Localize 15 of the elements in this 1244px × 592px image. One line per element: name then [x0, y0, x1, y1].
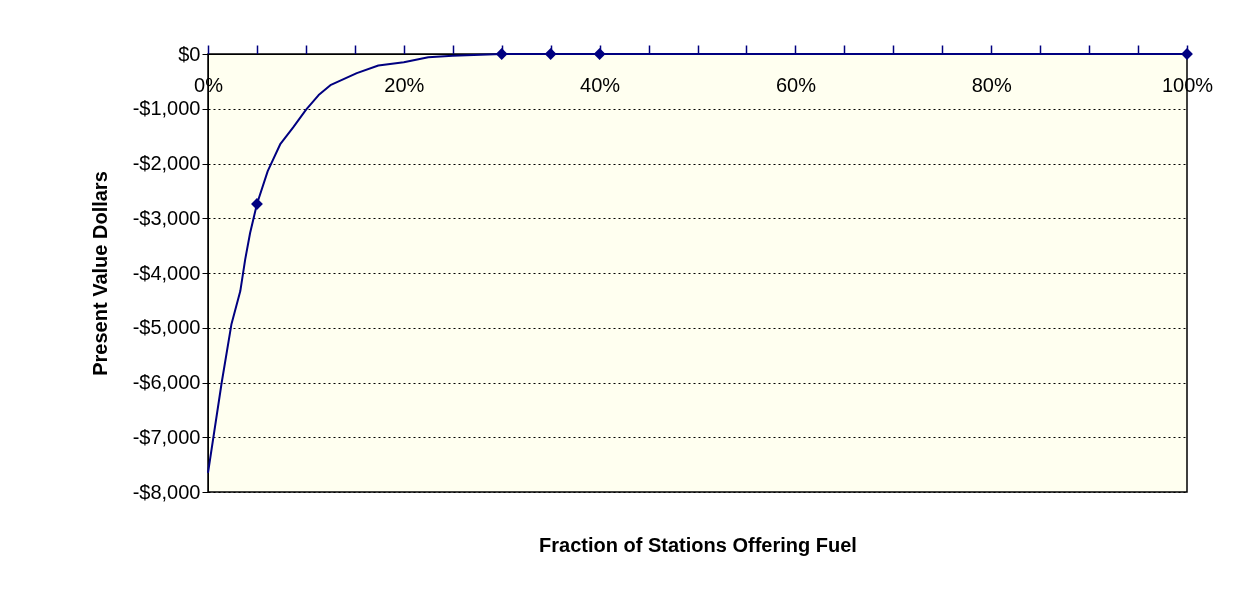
- x-tick-label: 40%: [580, 73, 621, 96]
- y-tick-label: -$5,000: [132, 316, 201, 339]
- y-tick-label: -$7,000: [132, 425, 201, 448]
- y-axis-title: Present Value Dollars: [88, 171, 111, 376]
- y-tick-label: -$1,000: [132, 97, 201, 120]
- y-tick-label: $0: [178, 42, 201, 65]
- x-axis-title: Fraction of Stations Offering Fuel: [539, 533, 857, 556]
- y-tick-label: -$8,000: [132, 480, 201, 503]
- y-tick-label: -$3,000: [132, 206, 201, 229]
- y-tick-label: -$4,000: [132, 261, 201, 284]
- x-tick-label: 80%: [971, 73, 1012, 96]
- y-tick-label: -$2,000: [132, 152, 201, 174]
- x-tick-label: 20%: [384, 73, 425, 96]
- y-tick-label: -$6,000: [132, 371, 201, 393]
- x-tick-label: 60%: [775, 73, 817, 96]
